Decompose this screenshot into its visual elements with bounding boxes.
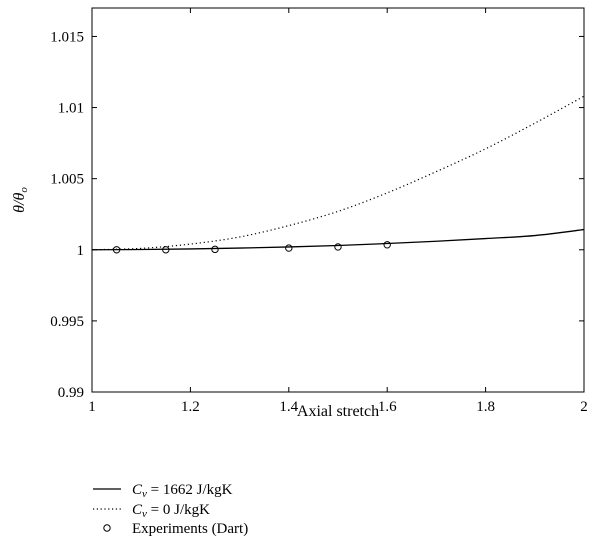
y-axis-title: θ/θo — [11, 187, 30, 213]
x-tick-label: 2 — [580, 399, 588, 415]
legend-label-solid-sub: v — [142, 488, 147, 500]
series-line-cv-1662 — [91, 228, 585, 251]
legend-marker-circle — [103, 524, 111, 532]
y-tick-label: 1.01 — [58, 101, 84, 117]
x-tick-label: 1.6 — [378, 399, 397, 415]
x-tick-label: 1.2 — [181, 399, 200, 415]
x-tick-label: 1.4 — [279, 399, 298, 415]
x-tick-label: 1 — [88, 399, 96, 415]
y-tick-labels: 0.99 0.995 1 1.005 1.01 1.015 — [50, 29, 84, 401]
y-tick-label: 0.995 — [50, 314, 84, 330]
y-axis-title-main: θ/θ — [11, 193, 28, 213]
series-line-cv-0 — [91, 95, 585, 251]
legend: Cv = 1662 J/kgK Cv = 0 J/kgK Experiments… — [93, 482, 248, 537]
legend-label-dotted-symbol: C — [132, 502, 143, 518]
experiment-point — [285, 244, 293, 252]
legend-label-markers: Experiments (Dart) — [132, 521, 248, 537]
y-tick-label: 1 — [77, 243, 85, 259]
experiment-point — [211, 245, 219, 254]
x-tick-labels: 1 1.2 1.4 1.6 1.8 2 — [88, 399, 588, 415]
axis-ticks — [91, 8, 585, 393]
legend-label-dotted-sub: v — [142, 508, 147, 520]
series-layer — [91, 95, 585, 254]
x-axis-title: Axial stretch — [297, 403, 379, 420]
experiment-point — [162, 246, 170, 254]
legend-label-dotted: Cv = 0 J/kgK — [132, 502, 210, 520]
experiment-point — [383, 241, 391, 249]
legend-label-solid: Cv = 1662 J/kgK — [132, 482, 233, 500]
experiment-point — [334, 243, 342, 251]
legend-label-dotted-text: = 0 J/kgK — [147, 502, 210, 518]
legend-label-solid-text: = 1662 J/kgK — [147, 482, 233, 498]
y-tick-label: 1.005 — [50, 172, 84, 188]
y-tick-label: 0.99 — [58, 385, 84, 401]
experiment-point — [112, 246, 121, 254]
y-axis-title-sub: o — [18, 187, 30, 193]
legend-label-solid-symbol: C — [132, 482, 143, 498]
y-tick-label: 1.015 — [50, 29, 84, 45]
plot-frame — [91, 7, 585, 393]
x-tick-label: 1.8 — [476, 399, 495, 415]
